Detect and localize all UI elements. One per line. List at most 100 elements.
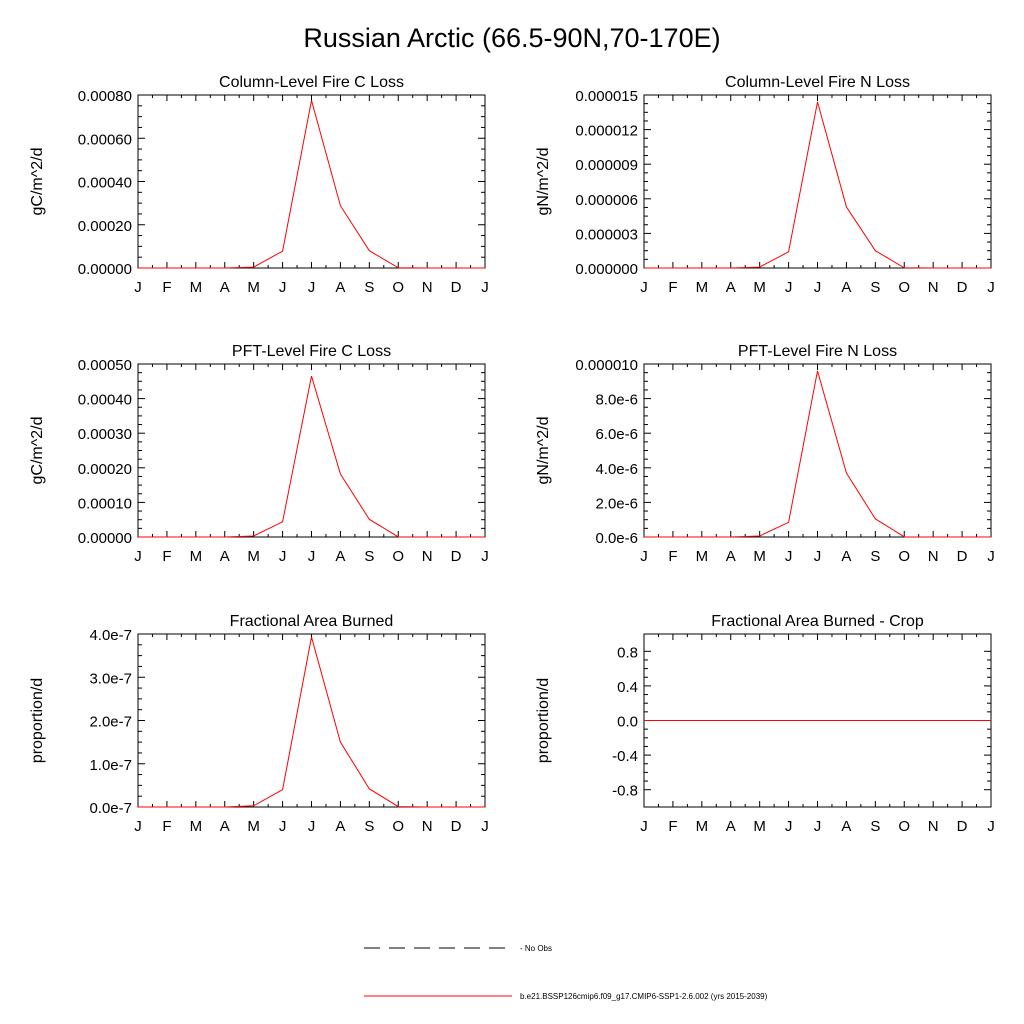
x-tick-label: A bbox=[335, 279, 345, 296]
x-tick-label: M bbox=[247, 818, 260, 835]
x-tick-label: M bbox=[753, 548, 766, 565]
x-tick-label: D bbox=[451, 548, 462, 565]
x-tick-label: N bbox=[928, 818, 939, 835]
series-line-1 bbox=[138, 100, 485, 269]
x-tick-label: S bbox=[870, 548, 880, 565]
x-tick-label: N bbox=[928, 548, 939, 565]
x-tick-label: F bbox=[162, 818, 171, 835]
y-tick-label: 0.00050 bbox=[78, 357, 132, 374]
chart-title: PFT-Level Fire C Loss bbox=[232, 343, 391, 360]
x-tick-label: J bbox=[987, 818, 995, 835]
x-tick-label: F bbox=[668, 548, 677, 565]
x-tick-label: J bbox=[640, 818, 648, 835]
x-tick-label: M bbox=[190, 548, 203, 565]
x-tick-label: O bbox=[898, 818, 910, 835]
x-tick-label: O bbox=[392, 279, 404, 296]
x-tick-label: M bbox=[696, 548, 709, 565]
x-tick-label: N bbox=[422, 548, 433, 565]
y-tick-label: 0.8 bbox=[617, 644, 638, 661]
x-tick-label: J bbox=[134, 818, 142, 835]
legend-item-1: - No Obs bbox=[364, 944, 552, 953]
x-tick-label: D bbox=[957, 818, 968, 835]
x-tick-label: J bbox=[785, 279, 793, 296]
y-tick-label: 4.0e-7 bbox=[89, 627, 132, 644]
y-tick-label: 0.0e-7 bbox=[89, 800, 132, 817]
x-tick-label: J bbox=[814, 548, 822, 565]
x-tick-label: J bbox=[987, 548, 995, 565]
x-tick-label: J bbox=[308, 818, 316, 835]
y-tick-label: 0.00040 bbox=[78, 392, 132, 409]
series-line-1 bbox=[644, 370, 991, 538]
x-tick-label: O bbox=[898, 548, 910, 565]
y-tick-label: 0.00040 bbox=[78, 175, 132, 192]
x-tick-label: S bbox=[364, 818, 374, 835]
page-title: Russian Arctic (66.5-90N,70-170E) bbox=[303, 23, 721, 53]
y-tick-label: 0.4 bbox=[617, 679, 638, 696]
x-tick-label: J bbox=[308, 279, 316, 296]
y-tick-label: 0.00000 bbox=[78, 530, 132, 547]
y-tick-label: 0.00020 bbox=[78, 218, 132, 235]
x-tick-label: A bbox=[220, 818, 230, 835]
x-tick-label: J bbox=[814, 818, 822, 835]
x-tick-label: J bbox=[640, 279, 648, 296]
x-tick-label: A bbox=[841, 548, 851, 565]
x-tick-label: A bbox=[220, 279, 230, 296]
legend: - No Obs b.e21.BSSP126cmip6.f09_g17.CMIP6… bbox=[364, 944, 768, 1001]
x-tick-label: M bbox=[190, 279, 203, 296]
plot-frame bbox=[137, 363, 486, 538]
y-tick-label: 4.0e-6 bbox=[595, 461, 638, 478]
x-tick-label: M bbox=[696, 818, 709, 835]
y-tick-label: 0.00030 bbox=[78, 426, 132, 443]
x-tick-label: O bbox=[898, 279, 910, 296]
x-tick-label: M bbox=[190, 818, 203, 835]
x-tick-label: S bbox=[364, 548, 374, 565]
x-tick-label: F bbox=[162, 279, 171, 296]
chart-panel-6: Fractional Area Burned - Crop proportion/… bbox=[535, 613, 995, 835]
y-axis-label: proportion/d bbox=[535, 678, 552, 763]
y-tick-label: 0.00020 bbox=[78, 461, 132, 478]
x-tick-label: A bbox=[726, 548, 736, 565]
x-tick-label: J bbox=[987, 279, 995, 296]
x-tick-label: A bbox=[726, 279, 736, 296]
plot-frame bbox=[643, 363, 992, 538]
y-tick-label: 0.000009 bbox=[575, 157, 638, 174]
series-line-1 bbox=[138, 375, 485, 538]
y-tick-label: 0.000000 bbox=[575, 261, 638, 278]
x-tick-label: J bbox=[279, 818, 287, 835]
y-tick-label: 0.000003 bbox=[575, 226, 638, 243]
x-tick-label: S bbox=[870, 279, 880, 296]
y-tick-label: 6.0e-6 bbox=[595, 426, 638, 443]
x-tick-label: S bbox=[364, 279, 374, 296]
x-tick-label: O bbox=[392, 818, 404, 835]
legend-label: - No Obs bbox=[520, 944, 552, 953]
x-tick-label: J bbox=[814, 279, 822, 296]
y-tick-label: 0.000012 bbox=[575, 123, 638, 140]
x-tick-label: A bbox=[841, 279, 851, 296]
x-tick-label: J bbox=[279, 279, 287, 296]
x-tick-label: D bbox=[957, 279, 968, 296]
series-line-1 bbox=[644, 101, 991, 269]
plot-frame bbox=[137, 633, 486, 808]
series-line-1 bbox=[138, 636, 485, 808]
chart-title: PFT-Level Fire N Loss bbox=[738, 343, 897, 360]
x-tick-label: A bbox=[335, 548, 345, 565]
x-tick-label: J bbox=[279, 548, 287, 565]
x-tick-label: F bbox=[162, 548, 171, 565]
x-tick-label: J bbox=[134, 548, 142, 565]
x-tick-label: M bbox=[753, 818, 766, 835]
chart-title: Column-Level Fire C Loss bbox=[219, 74, 404, 91]
x-tick-label: S bbox=[870, 818, 880, 835]
x-tick-label: J bbox=[134, 279, 142, 296]
x-tick-label: M bbox=[696, 279, 709, 296]
x-tick-label: A bbox=[220, 548, 230, 565]
x-tick-label: J bbox=[481, 818, 489, 835]
y-tick-label: 1.0e-7 bbox=[89, 757, 132, 774]
y-tick-label: 0.0 bbox=[617, 714, 638, 731]
y-axis-label: gC/m^2/d bbox=[29, 417, 46, 485]
y-tick-label: 0.00080 bbox=[78, 88, 132, 105]
y-tick-label: 2.0e-7 bbox=[89, 714, 132, 731]
x-tick-label: F bbox=[668, 818, 677, 835]
